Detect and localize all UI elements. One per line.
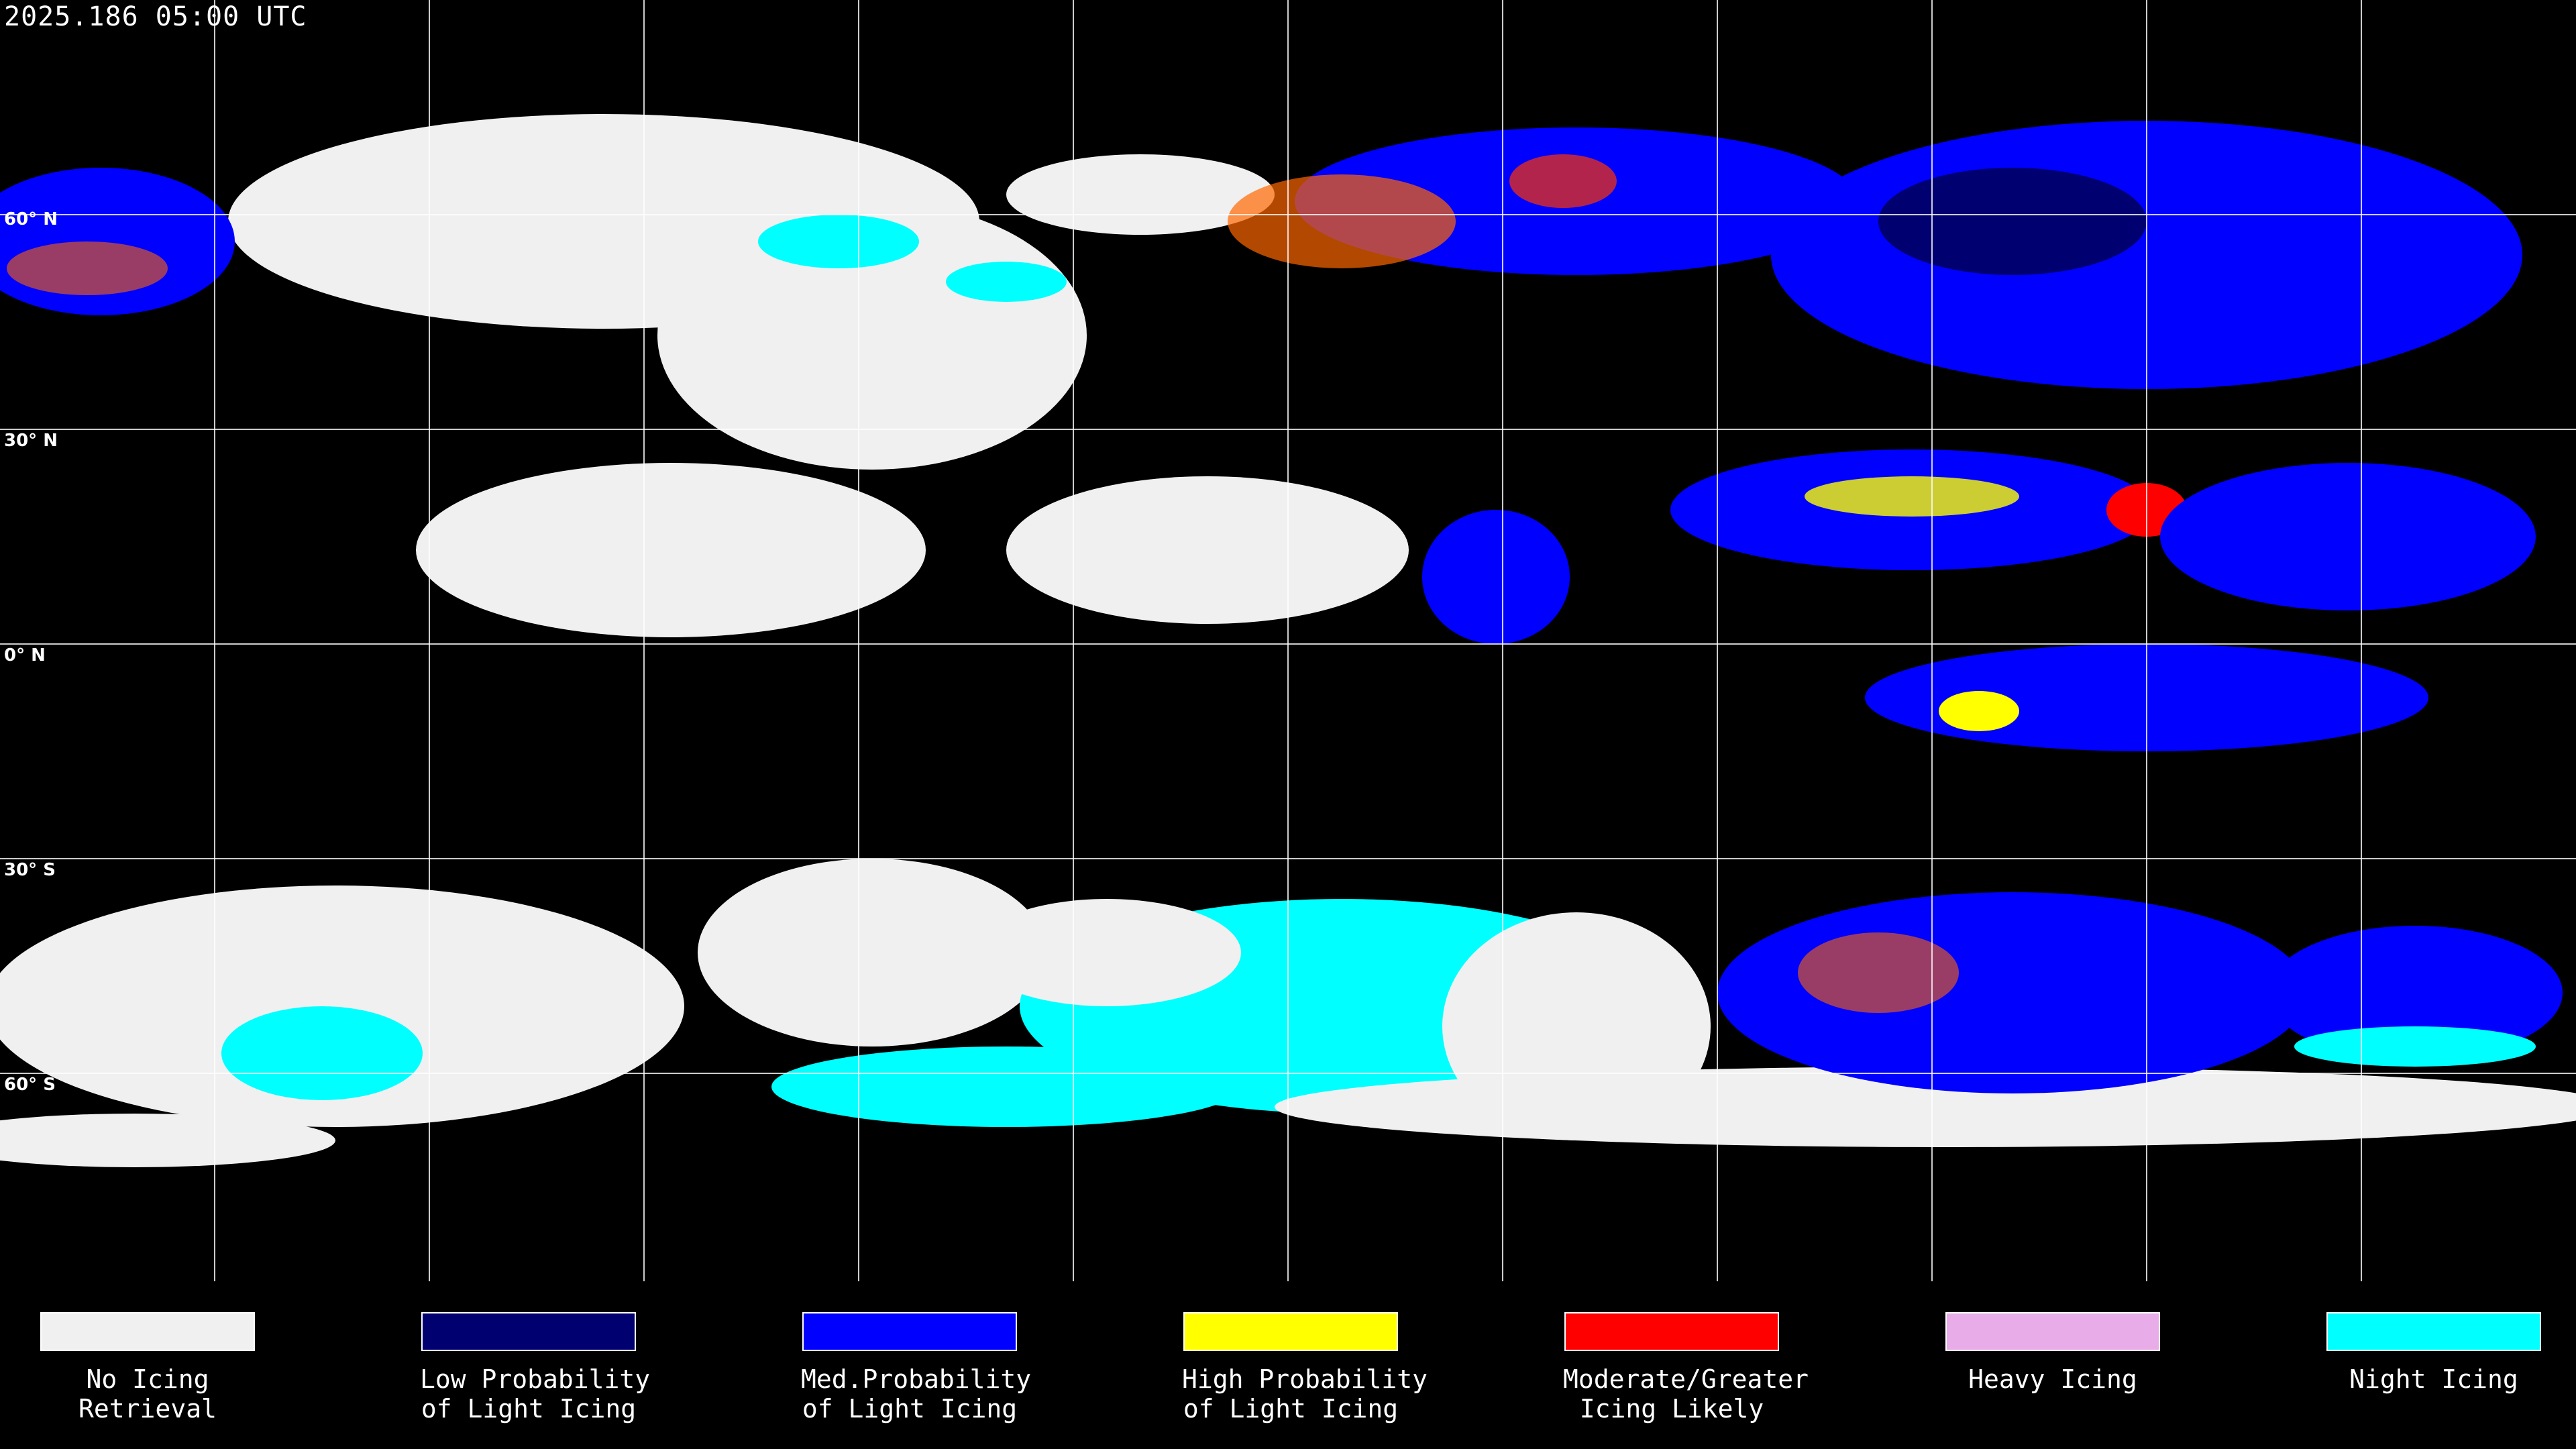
legend-label-line1: High Probability [1182, 1364, 1428, 1394]
legend-label-line1: Med.Probability [801, 1364, 1032, 1394]
legend-item: Moderate/Greater Icing Likely [1563, 1312, 1809, 1424]
lat-label-60s: 60° S [4, 1075, 56, 1095]
legend-item: High Probability of Light Icing [1182, 1312, 1428, 1424]
legend-swatch [1564, 1312, 1779, 1351]
legend-item: Med.Probability of Light Icing [801, 1312, 1032, 1424]
legend-label: Low Probability of Light Icing [420, 1364, 651, 1424]
legend-item: Night Icing [2325, 1312, 2542, 1394]
legend-item: No Icing Retrieval [39, 1312, 256, 1424]
legend-label: Moderate/Greater Icing Likely [1563, 1364, 1809, 1424]
legend-label: Night Icing [2325, 1364, 2542, 1394]
lat-label-0n: 0° N [4, 645, 46, 665]
legend-label-line2: Retrieval [78, 1394, 217, 1424]
legend-swatch [421, 1312, 636, 1351]
icing-field [0, 114, 2576, 1167]
legend-label-line2: of Light Icing [1183, 1394, 1399, 1424]
legend-label-line1: Night Icing [2349, 1364, 2518, 1394]
legend-label-line1: Heavy Icing [1968, 1364, 2137, 1394]
icing-map: 2025.186 05:00 UTC 60° N 30° N 0° N 30° … [0, 0, 2576, 1281]
legend: No Icing Retrieval Low Probability of Light… [0, 1288, 2576, 1449]
legend-label-line2: Icing Likely [1579, 1394, 1764, 1424]
legend-label: Heavy Icing [1944, 1364, 2161, 1394]
lat-label-30s: 30° S [4, 860, 56, 880]
legend-swatch [1183, 1312, 1398, 1351]
lat-label-30n: 30° N [4, 431, 58, 451]
legend-label: High Probability of Light Icing [1182, 1364, 1428, 1424]
legend-swatch [1945, 1312, 2160, 1351]
legend-label: No Icing Retrieval [39, 1364, 256, 1424]
legend-item: Low Probability of Light Icing [420, 1312, 651, 1424]
legend-swatch [40, 1312, 255, 1351]
map-imagery [0, 0, 2576, 1281]
legend-label-line2: of Light Icing [421, 1394, 637, 1424]
legend-label: Med.Probability of Light Icing [801, 1364, 1032, 1424]
legend-label-line1: Moderate/Greater [1563, 1364, 1809, 1394]
legend-label-line1: Low Probability [420, 1364, 651, 1394]
legend-item: Heavy Icing [1944, 1312, 2161, 1394]
legend-swatch [2326, 1312, 2541, 1351]
lat-lon-grid [0, 0, 2576, 1281]
legend-label-line2: of Light Icing [802, 1394, 1018, 1424]
lat-label-60n: 60° N [4, 209, 58, 229]
timestamp: 2025.186 05:00 UTC [4, 1, 307, 32]
legend-swatch [802, 1312, 1017, 1351]
legend-label-line1: No Icing [86, 1364, 209, 1394]
